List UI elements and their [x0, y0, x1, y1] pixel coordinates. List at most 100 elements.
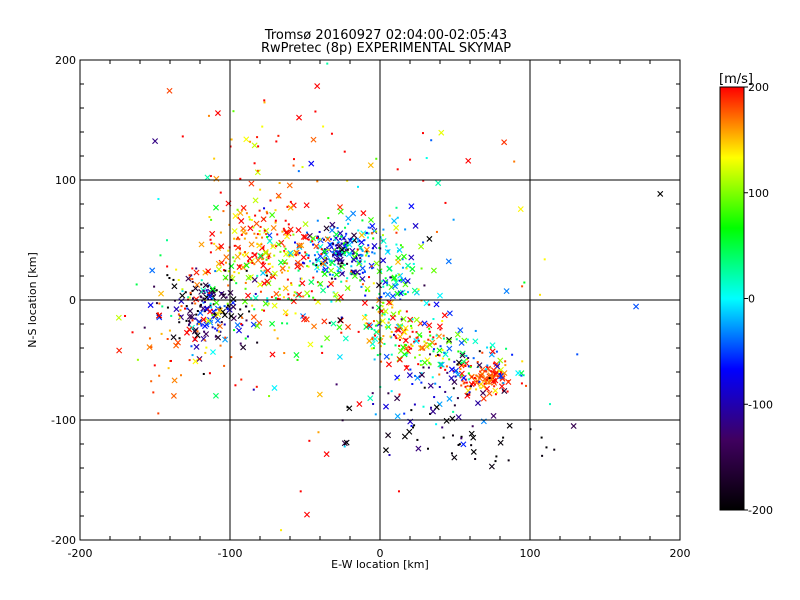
data-point-dot — [266, 212, 269, 215]
data-point-x — [337, 208, 344, 215]
data-point-x — [446, 336, 453, 343]
data-point-x — [270, 243, 277, 250]
data-point-dot — [240, 322, 243, 325]
data-point-dot — [511, 353, 514, 356]
data-point-x — [415, 445, 422, 452]
data-point-dot — [457, 444, 460, 447]
data-point-x — [273, 290, 280, 297]
data-point-dot — [371, 336, 374, 339]
data-point-dot — [235, 238, 238, 241]
data-point-dot — [244, 337, 247, 340]
data-point-dot — [366, 236, 369, 239]
data-point-x — [337, 294, 344, 301]
data-point-dot — [298, 252, 301, 255]
data-point-x — [198, 241, 205, 248]
data-point-x — [240, 344, 247, 351]
data-point-dot — [203, 301, 206, 304]
data-point-dot — [360, 285, 363, 288]
data-point-dot — [499, 373, 502, 376]
data-point-x — [393, 224, 400, 231]
data-point-dot — [286, 205, 289, 208]
data-point-x — [238, 218, 245, 225]
data-point-dot — [553, 448, 556, 451]
data-point-x — [298, 242, 305, 249]
data-point-dot — [265, 269, 268, 272]
data-point-dot — [307, 238, 310, 241]
data-point-dot — [465, 381, 468, 384]
data-point-dot — [343, 242, 346, 245]
data-point-dot — [265, 258, 268, 261]
data-point-x — [193, 269, 200, 276]
data-point-x — [397, 333, 404, 340]
data-point-x — [423, 343, 430, 350]
data-point-x — [360, 210, 367, 217]
data-point-dot — [428, 327, 431, 330]
data-point-x — [345, 215, 352, 222]
data-point-dot — [329, 238, 332, 241]
data-point-dot — [494, 393, 497, 396]
data-point-dot — [374, 324, 377, 327]
data-point-dot — [423, 386, 426, 389]
data-point-dot — [387, 326, 390, 329]
data-point-x — [206, 293, 213, 300]
data-point-dot — [454, 375, 457, 378]
data-point-dot — [374, 334, 377, 337]
data-point-dot — [181, 290, 184, 293]
data-point-dot — [189, 291, 192, 294]
data-point-x — [320, 260, 327, 267]
data-point-x — [296, 242, 303, 249]
data-point-dot — [466, 358, 469, 361]
data-point-dot — [370, 265, 373, 268]
data-point-dot — [334, 252, 337, 255]
data-point-dot — [461, 379, 464, 382]
data-point-x — [236, 327, 243, 334]
data-point-dot — [237, 272, 240, 275]
data-point-dot — [467, 357, 470, 360]
data-point-dot — [297, 269, 300, 272]
data-point-x — [179, 292, 186, 299]
data-point-x — [201, 323, 208, 330]
data-point-dot — [483, 382, 486, 385]
data-point-x — [386, 265, 393, 272]
data-point-dot — [292, 164, 295, 167]
data-point-x — [479, 390, 486, 397]
data-point-x — [396, 247, 403, 254]
data-point-x — [146, 344, 153, 351]
data-point-dot — [411, 318, 414, 321]
data-point-dot — [219, 231, 222, 234]
data-point-x — [367, 216, 374, 223]
data-point-dot — [371, 306, 374, 309]
data-point-dot — [361, 219, 364, 222]
data-point-dot — [244, 281, 247, 284]
data-point-dot — [439, 328, 442, 331]
data-point-dot — [404, 228, 407, 231]
data-point-dot — [230, 356, 233, 359]
data-point-x — [403, 345, 410, 352]
data-point-dot — [429, 412, 432, 415]
data-point-dot — [434, 382, 437, 385]
data-point-dot — [266, 300, 269, 303]
data-point-dot — [343, 264, 346, 267]
data-point-dot — [438, 386, 441, 389]
data-point-dot — [191, 302, 194, 305]
data-point-dot — [321, 270, 324, 273]
data-point-x — [459, 352, 466, 359]
data-point-x — [248, 241, 255, 248]
data-point-dot — [267, 255, 270, 258]
data-point-dot — [318, 230, 321, 233]
data-point-dot — [204, 299, 207, 302]
data-point-x — [480, 395, 487, 402]
data-point-x — [446, 310, 453, 317]
data-point-dot — [178, 321, 181, 324]
data-point-dot — [247, 260, 250, 263]
data-point-x — [350, 210, 357, 217]
data-point-x — [459, 350, 466, 357]
data-point-x — [441, 312, 448, 319]
data-point-dot — [295, 254, 298, 257]
data-point-dot — [219, 330, 222, 333]
data-point-dot — [363, 260, 366, 263]
data-point-x — [196, 319, 203, 326]
data-point-dot — [397, 310, 400, 313]
data-point-dot — [191, 319, 194, 322]
data-point-x — [476, 362, 483, 369]
